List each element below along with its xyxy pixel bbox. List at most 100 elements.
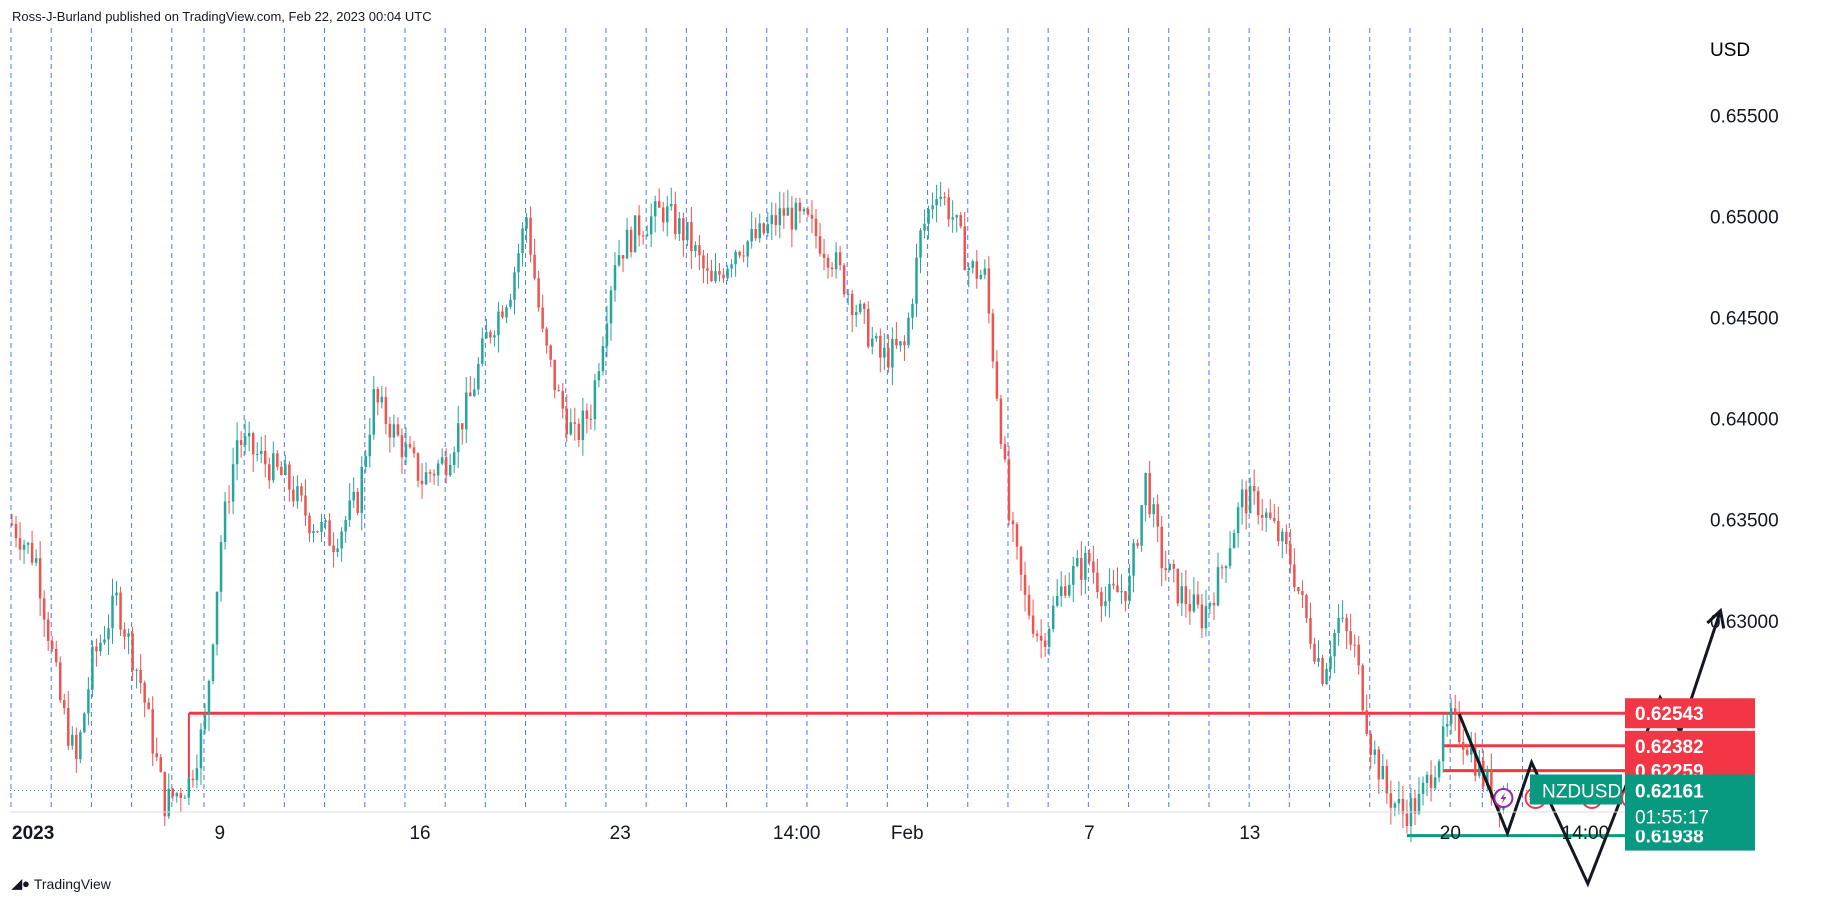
candle-body[interactable] [858,303,862,313]
candle-body[interactable] [1490,769,1493,798]
candle-body[interactable] [1401,798,1405,814]
candle-body[interactable] [312,531,315,534]
candle-body[interactable] [1264,512,1268,518]
candle-body[interactable] [175,793,179,797]
candle-body[interactable] [1321,658,1324,685]
candle-body[interactable] [432,473,436,476]
candle-body[interactable] [983,268,987,275]
candle-body[interactable] [766,224,770,234]
candle-body[interactable] [10,523,14,525]
candle-body[interactable] [649,216,653,235]
candle-body[interactable] [822,253,826,258]
candle-body[interactable] [1478,760,1481,776]
candle-body[interactable] [22,544,26,550]
candle-body[interactable] [155,753,158,758]
candle-body[interactable] [356,491,359,513]
candle-body[interactable] [1453,708,1457,713]
candle-body[interactable] [971,261,975,268]
candle-body[interactable] [991,313,995,362]
candle-body[interactable] [601,345,605,372]
candle-body[interactable] [284,464,287,476]
candle-body[interactable] [794,202,798,230]
candle-body[interactable] [1232,533,1236,549]
candle-body[interactable] [1457,712,1461,743]
candle-body[interactable] [75,734,78,760]
candle-body[interactable] [609,290,613,324]
candle-body[interactable] [714,271,717,282]
candle-body[interactable] [1220,567,1224,569]
candle-body[interactable] [1188,604,1192,612]
candle-body[interactable] [183,797,187,799]
candle-body[interactable] [1260,515,1264,518]
candle-body[interactable] [320,522,323,532]
candle-body[interactable] [364,456,368,467]
candle-body[interactable] [264,450,267,465]
candle-body[interactable] [1313,643,1316,662]
candle-body[interactable] [1365,710,1368,734]
candle-body[interactable] [754,228,757,239]
candle-body[interactable] [1285,531,1288,545]
candle-body[interactable] [388,423,392,438]
candle-body[interactable] [1007,459,1011,521]
candle-body[interactable] [26,542,30,545]
candle-body[interactable] [199,729,203,769]
candle-body[interactable] [195,768,199,781]
candle-body[interactable] [690,222,693,252]
candle-body[interactable] [710,270,713,282]
candle-body[interactable] [163,771,167,817]
candle-body[interactable] [782,208,786,216]
candle-body[interactable] [247,433,251,437]
candle-body[interactable] [255,453,259,455]
candle-body[interactable] [396,424,400,436]
candle-body[interactable] [1104,601,1107,607]
candle-body[interactable] [1156,504,1159,527]
candle-body[interactable] [489,331,492,338]
candle-body[interactable] [1333,633,1336,657]
candle-body[interactable] [123,629,126,637]
candle-body[interactable] [617,255,621,266]
candle-body[interactable] [1486,769,1489,787]
candle-body[interactable] [1116,585,1119,593]
candle-body[interactable] [63,700,66,709]
candle-body[interactable] [557,390,560,392]
candle-body[interactable] [730,264,733,269]
candle-body[interactable] [838,252,842,266]
candle-body[interactable] [1441,726,1445,762]
candle-body[interactable] [30,542,34,563]
candle-body[interactable] [1385,766,1389,794]
candle-body[interactable] [505,307,508,318]
candle-body[interactable] [686,222,689,241]
candle-body[interactable] [830,267,834,270]
candle-body[interactable] [296,486,299,502]
candle-body[interactable] [79,732,82,760]
candle-body[interactable] [135,669,138,671]
candle-body[interactable] [758,223,761,239]
candle-body[interactable] [223,501,227,542]
candle-body[interactable] [641,235,645,237]
candle-body[interactable] [436,463,440,476]
candle-body[interactable] [734,251,737,265]
candle-body[interactable] [469,392,472,397]
candle-body[interactable] [513,272,516,300]
candle-body[interactable] [344,519,347,532]
candle-body[interactable] [280,466,283,476]
candle-body[interactable] [899,341,902,346]
candle-body[interactable] [1277,520,1280,542]
candle-body[interactable] [251,433,255,455]
candle-body[interactable] [187,778,191,798]
candle-body[interactable] [1405,813,1409,827]
candle-body[interactable] [139,669,142,683]
candle-body[interactable] [1413,798,1417,814]
candle-body[interactable] [1128,575,1131,601]
lightning-event-icon[interactable] [1493,788,1514,808]
candle-body[interactable] [485,331,488,339]
candle-body[interactable] [867,308,870,347]
candle-body[interactable] [1417,793,1421,814]
candle-body[interactable] [1019,546,1023,575]
candle-body[interactable] [1357,644,1360,666]
candle-body[interactable] [694,245,697,252]
candle-body[interactable] [143,682,146,703]
candle-body[interactable] [509,299,512,308]
candle-body[interactable] [1381,766,1385,780]
candle-body[interactable] [706,268,709,271]
